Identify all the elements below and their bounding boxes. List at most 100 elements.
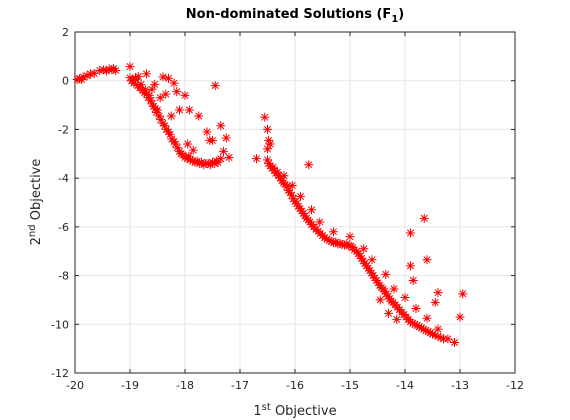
y-tick-label: 2 [62, 26, 69, 39]
data-point [216, 154, 226, 164]
data-point [283, 185, 293, 195]
data-point [296, 191, 305, 201]
data-point [370, 273, 380, 283]
data-point [133, 71, 143, 81]
data-point [362, 261, 371, 271]
data-point [275, 173, 285, 183]
data-point [161, 89, 171, 99]
data-point [208, 157, 217, 167]
data-point [288, 194, 298, 204]
data-point [383, 291, 393, 301]
data-point [89, 68, 99, 78]
data-point [365, 266, 375, 276]
data-point [169, 137, 179, 147]
data-series [72, 62, 468, 348]
data-point [210, 159, 220, 169]
data-point [345, 232, 355, 242]
data-point [268, 162, 278, 172]
data-point [433, 288, 443, 298]
data-point [417, 323, 426, 333]
data-point [406, 261, 415, 271]
data-point [433, 324, 443, 334]
data-point [324, 235, 334, 245]
data-point [224, 152, 234, 162]
data-point [348, 243, 358, 253]
data-point [433, 331, 443, 341]
data-point [158, 118, 168, 128]
y-tick-label: -2 [58, 123, 69, 136]
data-point [111, 65, 121, 75]
data-point [142, 89, 151, 99]
data-point [375, 280, 385, 290]
data-point [428, 329, 437, 339]
data-point [155, 93, 165, 103]
data-point [190, 157, 200, 167]
x-tick-label: -15 [341, 379, 359, 392]
y-tick-label: -6 [58, 221, 69, 234]
data-point [153, 105, 162, 115]
data-point [389, 284, 399, 294]
data-point [210, 81, 220, 91]
data-point [165, 129, 175, 139]
data-point [184, 151, 194, 161]
x-tick-label: -14 [396, 379, 414, 392]
y-tick-label: -8 [58, 270, 69, 283]
data-point [285, 188, 295, 198]
x-axis-title-superscript: st [262, 402, 271, 413]
data-point [422, 313, 432, 323]
data-point [373, 278, 383, 288]
chart-title-subscript: 1 [391, 14, 398, 25]
data-point [406, 228, 415, 238]
data-point [146, 95, 156, 105]
data-point [199, 160, 209, 170]
data-point [419, 324, 429, 334]
data-point [436, 333, 446, 343]
x-tick-label: -18 [176, 379, 194, 392]
data-point [297, 206, 307, 216]
data-point [184, 105, 194, 115]
data-point [183, 139, 193, 149]
data-point [411, 303, 421, 313]
data-point [149, 101, 159, 111]
data-point [125, 62, 135, 72]
data-point [381, 289, 391, 299]
y-tick-label: -10 [51, 318, 69, 331]
data-point [375, 295, 385, 305]
data-point [142, 69, 151, 79]
data-point [208, 135, 217, 145]
data-point [307, 205, 316, 215]
data-point [359, 244, 369, 254]
data-point [352, 246, 362, 256]
chart-title-main: Non-dominated Solutions (F [186, 7, 392, 22]
data-point [101, 66, 111, 76]
data-point [320, 233, 330, 243]
data-point [260, 112, 270, 122]
data-point [329, 227, 338, 237]
data-point [150, 79, 160, 89]
data-point [164, 73, 173, 83]
y-tick-label: -12 [51, 367, 69, 380]
data-point [160, 121, 170, 131]
data-point [357, 254, 367, 264]
x-tick-label: -19 [121, 379, 139, 392]
data-point [368, 271, 378, 281]
data-point [169, 78, 179, 88]
data-point [172, 143, 182, 153]
data-point [252, 154, 261, 164]
data-point [340, 240, 349, 250]
data-point [322, 234, 332, 244]
data-point [151, 107, 161, 117]
data-point [202, 127, 212, 137]
data-point [282, 182, 292, 192]
data-point [406, 317, 415, 327]
x-axis-title: 1st Objective [253, 402, 336, 419]
data-point [82, 71, 92, 81]
data-point [147, 99, 157, 109]
data-point [172, 87, 182, 97]
data-point [263, 124, 272, 134]
y-axis-title-superscript: nd [27, 224, 38, 237]
data-point [144, 90, 154, 100]
data-point [353, 249, 363, 259]
data-point [99, 65, 109, 75]
